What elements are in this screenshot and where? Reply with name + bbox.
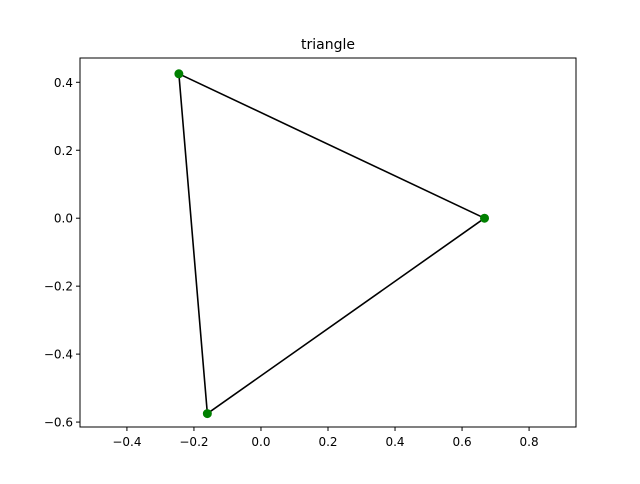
- vertex-point: [480, 213, 490, 223]
- x-tick-label: −0.2: [179, 435, 208, 449]
- y-tick-label: −0.2: [44, 280, 73, 294]
- y-tick-label: 0.4: [54, 76, 73, 90]
- triangle-line: [178, 72, 486, 415]
- x-tick-label: 0.0: [251, 435, 270, 449]
- plot-frame: [79, 57, 577, 428]
- y-tick-label: −0.6: [44, 416, 73, 430]
- vertex-point: [174, 69, 184, 79]
- y-tick-label: 0.0: [54, 212, 73, 226]
- chart-title: triangle: [301, 37, 355, 53]
- vertex-point: [202, 409, 212, 419]
- x-tick-label: 0.6: [453, 435, 472, 449]
- x-tick-label: −0.4: [112, 435, 141, 449]
- x-tick-label: 0.8: [520, 435, 539, 449]
- y-tick-label: −0.4: [44, 348, 73, 362]
- x-tick-label: 0.2: [318, 435, 337, 449]
- x-tick-label: 0.4: [385, 435, 404, 449]
- y-tick-label: 0.2: [54, 144, 73, 158]
- axes-group: −0.4 −0.2 0.0 0.2 0.4 0.6 0.8 0.4 0.2 0.0 −0.2 −0.4…: [44, 57, 577, 449]
